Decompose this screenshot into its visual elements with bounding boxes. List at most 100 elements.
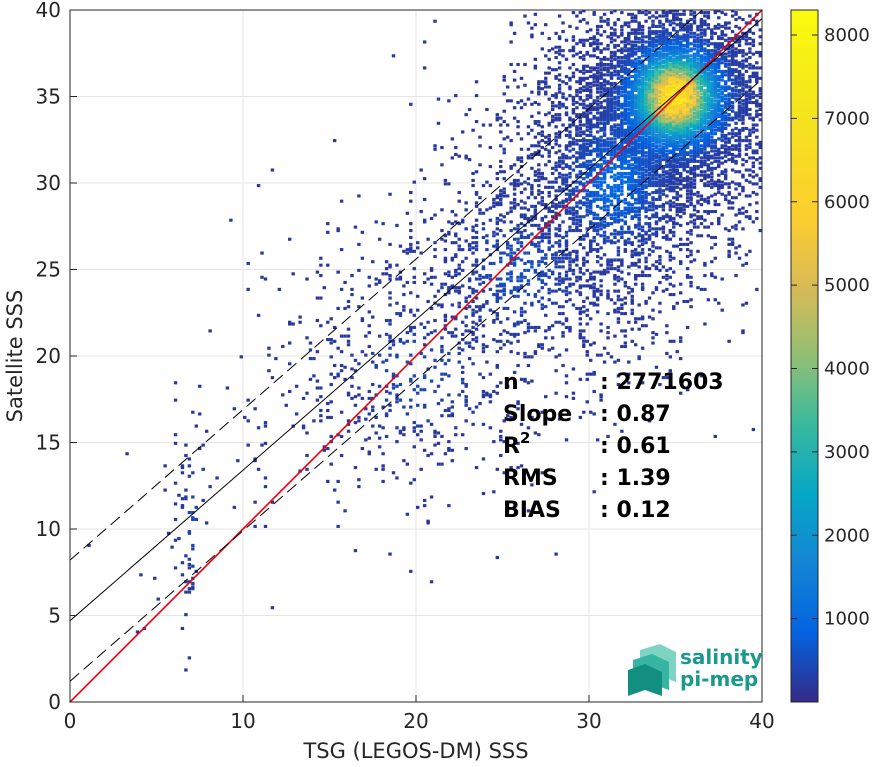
heatmap-cell-3253 — [637, 66, 641, 70]
heatmap-cell-4197 — [672, 222, 676, 226]
heatmap-cell-200 — [332, 325, 337, 330]
heatmap-cell-1000 — [509, 289, 513, 293]
heatmap-cell-4010 — [665, 152, 669, 157]
heatmap-cell-4953 — [699, 161, 704, 165]
heatmap-cell-985 — [505, 246, 510, 250]
heatmap-cell-2367 — [602, 83, 607, 87]
heatmap-cell-264 — [357, 268, 361, 272]
heatmap-cell-1053 — [512, 116, 517, 120]
heatmap-cell-4224 — [672, 145, 676, 150]
heatmap-cell-2645 — [616, 194, 621, 198]
heatmap-cell-1112 — [519, 234, 524, 238]
heatmap-cell-1207 — [530, 185, 534, 189]
heatmap-cell-3618 — [651, 149, 655, 153]
heatmap-cell-930 — [499, 251, 503, 255]
heatmap-cell-4033 — [665, 107, 669, 112]
heatmap-cell-2435 — [606, 99, 610, 103]
heatmap-cell-1048 — [512, 184, 517, 188]
heatmap-cell-815 — [481, 305, 486, 309]
heatmap-cell-1870 — [578, 81, 583, 86]
heatmap-cell-544 — [436, 384, 441, 388]
heatmap-cell-1758 — [571, 38, 576, 42]
heatmap-cell-999 — [509, 291, 513, 295]
heatmap-cell-78 — [204, 429, 209, 433]
heatmap-cell-3708 — [654, 180, 659, 184]
heatmap-cell-2826 — [623, 133, 628, 137]
heatmap-cell-3713 — [654, 168, 659, 172]
heatmap-cell-4445 — [678, 104, 683, 108]
heatmap-cell-1244 — [533, 152, 538, 157]
heatmap-cell-2036 — [589, 211, 593, 215]
heatmap-cell-1666 — [568, 268, 572, 272]
heatmap-cell-2792 — [623, 296, 628, 300]
heatmap-cell-4317 — [675, 154, 679, 158]
heatmap-cell-4845 — [692, 57, 697, 61]
heatmap-cell-2902 — [627, 159, 631, 163]
heatmap-cell-1122 — [519, 165, 524, 169]
heatmap-cell-3636 — [651, 114, 655, 118]
heatmap-cell-3650 — [651, 90, 655, 94]
heatmap-cell-4223 — [672, 147, 676, 151]
heatmap-cell-905 — [495, 203, 499, 207]
heatmap-cell-3815 — [658, 158, 662, 162]
heatmap-cell-80 — [208, 329, 212, 333]
heatmap-cell-1580 — [561, 189, 565, 193]
heatmap-cell-1819 — [578, 317, 583, 321]
heatmap-cell-1975 — [585, 180, 589, 184]
heatmap-cell-1101 — [519, 306, 524, 310]
heatmap-cell-663 — [457, 272, 461, 276]
heatmap-cell-620 — [450, 315, 455, 319]
heatmap-cell-4641 — [685, 85, 690, 89]
heatmap-cell-3437 — [644, 111, 648, 115]
heatmap-cell-4575 — [682, 10, 686, 13]
heatmap-cell-2188 — [595, 175, 600, 179]
heatmap-cell-3102 — [634, 149, 638, 153]
heatmap-cell-4944 — [699, 215, 704, 219]
heatmap-cell-1883 — [582, 343, 586, 347]
heatmap-cell-4129 — [668, 130, 672, 134]
heatmap-cell-2886 — [627, 208, 631, 212]
heatmap-cell-4865 — [696, 215, 700, 219]
heatmap-cell-4725 — [689, 116, 693, 120]
heatmap-cell-4755 — [689, 64, 693, 68]
heatmap-cell-2627 — [616, 258, 621, 262]
heatmap-cell-4963 — [699, 132, 704, 136]
heatmap-cell-1901 — [582, 201, 586, 205]
heatmap-cell-4558 — [682, 64, 686, 68]
heatmap-cell-1452 — [554, 369, 558, 373]
heatmap-cell-3755 — [654, 85, 659, 89]
heatmap-cell-2677 — [616, 92, 621, 96]
heatmap-cell-4538 — [682, 99, 686, 103]
heatmap-cell-2872 — [627, 372, 631, 376]
heatmap-cell-1028 — [512, 332, 517, 336]
heatmap-cell-1039 — [512, 251, 517, 255]
heatmap-cell-2660 — [616, 144, 621, 148]
heatmap-cell-2091 — [592, 389, 596, 394]
heatmap-cell-3994 — [665, 213, 669, 217]
heatmap-cell-418 — [409, 569, 413, 573]
heatmap-cell-691 — [464, 419, 468, 423]
heatmap-cell-1636 — [564, 180, 569, 184]
heatmap-cell-3863 — [658, 69, 662, 73]
heatmap-cell-3136 — [634, 83, 638, 87]
heatmap-cell-791 — [478, 308, 482, 312]
heatmap-cell-3964 — [661, 49, 666, 53]
heatmap-cell-3951 — [661, 78, 666, 82]
heatmap-cell-954 — [502, 289, 506, 293]
heatmap-cell-3309 — [640, 166, 645, 170]
heatmap-cell-2605 — [613, 43, 617, 48]
heatmap-cell-1858 — [578, 133, 583, 137]
heatmap-cell-4779 — [692, 204, 697, 208]
heatmap-cell-4448 — [678, 99, 683, 103]
heatmap-cell-3419 — [644, 144, 648, 148]
heatmap-cell-2958 — [627, 33, 631, 37]
heatmap-cell-2971 — [630, 289, 634, 293]
heatmap-cell-949 — [502, 419, 506, 423]
heatmap-cell-103 — [260, 443, 264, 447]
heatmap-cell-3244 — [637, 87, 641, 91]
heatmap-cell-4631 — [685, 102, 690, 106]
heatmap-cell-1113 — [519, 230, 524, 234]
heatmap-cell-2735 — [620, 154, 624, 158]
heatmap-cell-3822 — [658, 140, 662, 144]
heatmap-cell-246 — [350, 287, 354, 291]
